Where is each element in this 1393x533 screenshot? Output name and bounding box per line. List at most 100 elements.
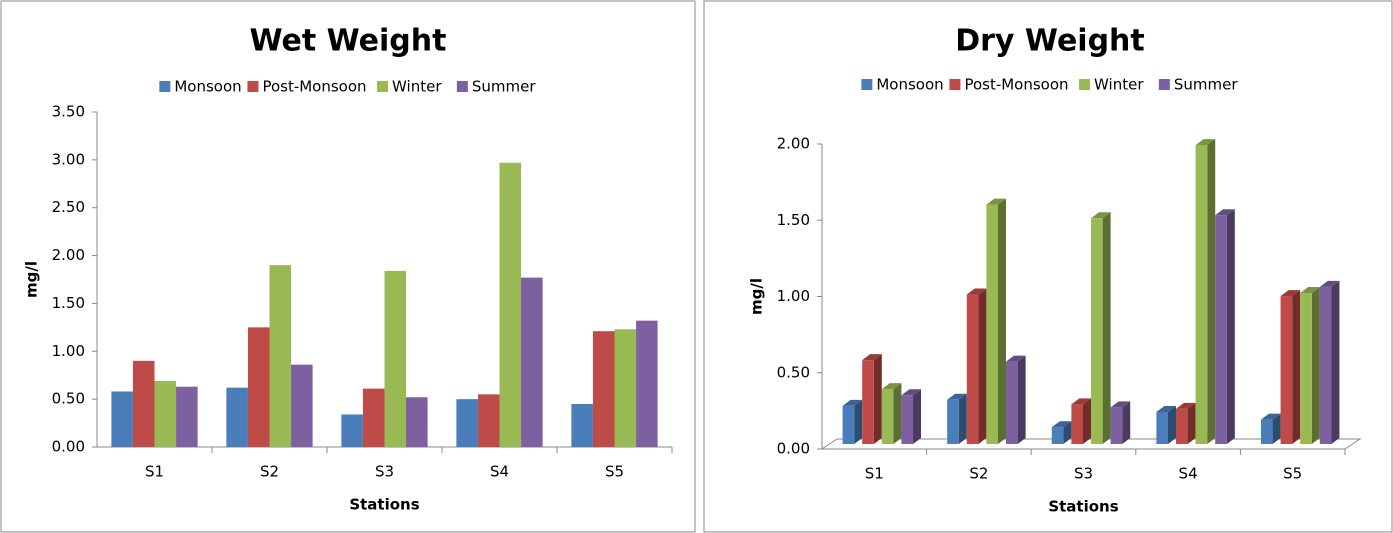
bar-top	[862, 354, 882, 361]
bar-side	[1017, 355, 1026, 444]
bar-top	[986, 198, 1007, 205]
bar	[947, 399, 959, 444]
bar	[384, 270, 407, 447]
y-tick-label: 1.00	[777, 287, 810, 305]
bar-top	[966, 288, 987, 295]
chart-title: Dry Weight	[955, 24, 1145, 59]
legend-label: Monsoon	[876, 76, 943, 94]
bar-top	[1110, 401, 1131, 408]
bar-top	[1175, 402, 1196, 409]
y-tick-label: 0.00	[777, 440, 810, 458]
x-tick-label: S2	[260, 463, 279, 481]
bar-side	[1292, 290, 1301, 444]
bar-top	[1280, 290, 1301, 297]
y-tick-label: 1.00	[52, 342, 85, 360]
bar	[592, 331, 615, 447]
bar-side	[1167, 405, 1176, 444]
bar	[636, 320, 658, 447]
y-axis-title: mg/l	[23, 261, 41, 298]
legend-swatch	[861, 79, 873, 90]
bar	[1319, 286, 1332, 444]
bar-top	[1006, 355, 1026, 362]
bar	[1051, 427, 1064, 444]
bar	[341, 414, 363, 447]
bar	[176, 386, 198, 447]
legend-label: Monsoon	[174, 78, 241, 96]
bar-side	[1272, 413, 1281, 444]
bar-side	[1102, 212, 1111, 444]
bar	[1260, 419, 1273, 444]
bar	[111, 391, 133, 447]
bar	[571, 403, 593, 447]
bar	[406, 397, 428, 447]
y-tick-label: 2.00	[52, 246, 85, 264]
bar	[291, 364, 313, 447]
legend-swatch	[456, 81, 468, 92]
bar-top	[947, 393, 967, 400]
bar-top	[1319, 280, 1340, 287]
bar-side	[1083, 398, 1091, 444]
bar-side	[1226, 209, 1235, 444]
legend-swatch	[377, 81, 389, 92]
x-tick-label: S1	[865, 465, 884, 483]
bar	[1300, 293, 1312, 444]
bar	[1110, 407, 1123, 444]
bar-top	[901, 389, 922, 396]
bar	[132, 360, 155, 447]
bar	[901, 395, 914, 444]
legend-label: Summer	[1174, 76, 1238, 94]
bar	[247, 327, 270, 447]
bar	[362, 388, 385, 447]
bar	[1091, 218, 1103, 444]
bar-side	[1207, 139, 1216, 444]
y-tick-label: 3.50	[52, 103, 85, 121]
bar-side	[1187, 402, 1196, 444]
x-tick-label: S3	[1074, 465, 1093, 483]
x-axis-title: Stations	[349, 496, 419, 514]
legend-label: Winter	[1094, 76, 1144, 94]
bar-side	[958, 393, 967, 444]
legend-label: Summer	[472, 78, 536, 96]
bar	[862, 360, 874, 444]
bar	[226, 387, 248, 447]
bar	[456, 399, 478, 447]
legend-swatch	[1079, 79, 1091, 90]
bar	[1071, 404, 1083, 444]
y-tick-label: 2.50	[52, 198, 85, 216]
x-tick-label: S4	[1179, 465, 1198, 483]
bar-side	[998, 198, 1007, 444]
x-axis-title: Stations	[1048, 498, 1118, 516]
y-axis-title: mg/l	[748, 278, 766, 315]
bar-side	[873, 354, 882, 444]
legend-swatch	[159, 81, 171, 92]
bar-top	[881, 383, 902, 390]
bar	[1195, 145, 1208, 444]
bar-side	[854, 399, 863, 444]
bar-top	[1260, 413, 1281, 420]
y-tick-label: 0.50	[52, 390, 85, 408]
bar-top	[842, 399, 863, 406]
bar	[966, 294, 979, 444]
bar	[1280, 296, 1293, 444]
bar-top	[1300, 287, 1320, 294]
bar	[1175, 408, 1188, 444]
bar	[881, 389, 894, 444]
legend-label: Post-Monsoon	[964, 76, 1068, 94]
bar	[1006, 361, 1018, 444]
bar	[477, 394, 500, 447]
bar-top	[1051, 421, 1072, 428]
bar-top	[1215, 209, 1235, 216]
bar	[986, 204, 999, 444]
x-tick-label: S2	[969, 465, 988, 483]
bar	[1156, 411, 1168, 444]
bar	[842, 405, 855, 444]
legend-swatch	[247, 81, 259, 92]
bar-side	[893, 383, 902, 444]
bar-top	[1071, 398, 1091, 405]
bar	[521, 277, 543, 447]
bar-top	[1091, 212, 1111, 219]
bar-top	[1195, 139, 1216, 146]
bar	[269, 265, 292, 447]
